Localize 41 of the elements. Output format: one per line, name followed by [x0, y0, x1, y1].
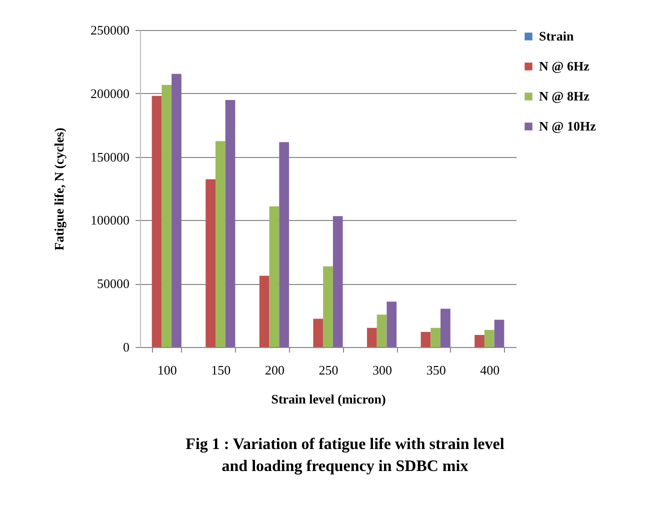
y-tick-label: 200000 — [90, 86, 130, 101]
bar — [376, 314, 387, 347]
bar — [152, 96, 162, 347]
bar — [225, 100, 236, 347]
x-tick-label: 350 — [426, 362, 446, 378]
x-tick-label: 150 — [211, 362, 231, 378]
bar — [430, 328, 441, 347]
x-tick-label: 250 — [318, 362, 338, 378]
y-axis-title: Fatigue life, N (cycles) — [52, 128, 66, 250]
bar — [172, 74, 182, 347]
bar — [332, 216, 343, 347]
bar — [259, 276, 270, 347]
y-tick-label: 100000 — [90, 212, 130, 228]
x-tick-label: 400 — [480, 362, 500, 378]
caption: Fig 1 : Variation of fatigue life with strain level and loading frequency in SDBC mix — [184, 435, 506, 477]
bar — [279, 142, 289, 347]
bar — [313, 318, 324, 347]
bar — [420, 332, 431, 347]
y-tick-label: 50000 — [97, 276, 130, 292]
x-tick-label: 200 — [264, 362, 284, 378]
bar — [162, 84, 172, 347]
legend-label: Strain — [539, 28, 574, 44]
x-tick-label: 100 — [157, 362, 177, 378]
bar — [386, 302, 397, 347]
bar — [440, 308, 450, 347]
x-tick-label: 300 — [372, 362, 392, 378]
legend-label: N @ 8Hz — [539, 88, 590, 104]
bar — [494, 320, 504, 347]
bar — [269, 206, 280, 347]
y-tick-label: 150000 — [90, 149, 130, 164]
bar — [367, 328, 377, 347]
legend-label: N @ 6Hz — [539, 58, 590, 74]
bar — [474, 334, 484, 347]
y-tick-label: 250000 — [90, 22, 130, 38]
bar — [215, 141, 226, 347]
legend-label: N @ 10Hz — [539, 118, 596, 134]
bar — [323, 266, 333, 347]
bar — [206, 179, 216, 347]
x-axis-title: Strain level (micron) — [271, 392, 386, 406]
bar — [484, 330, 494, 347]
y-tick-label: 0 — [123, 340, 130, 354]
